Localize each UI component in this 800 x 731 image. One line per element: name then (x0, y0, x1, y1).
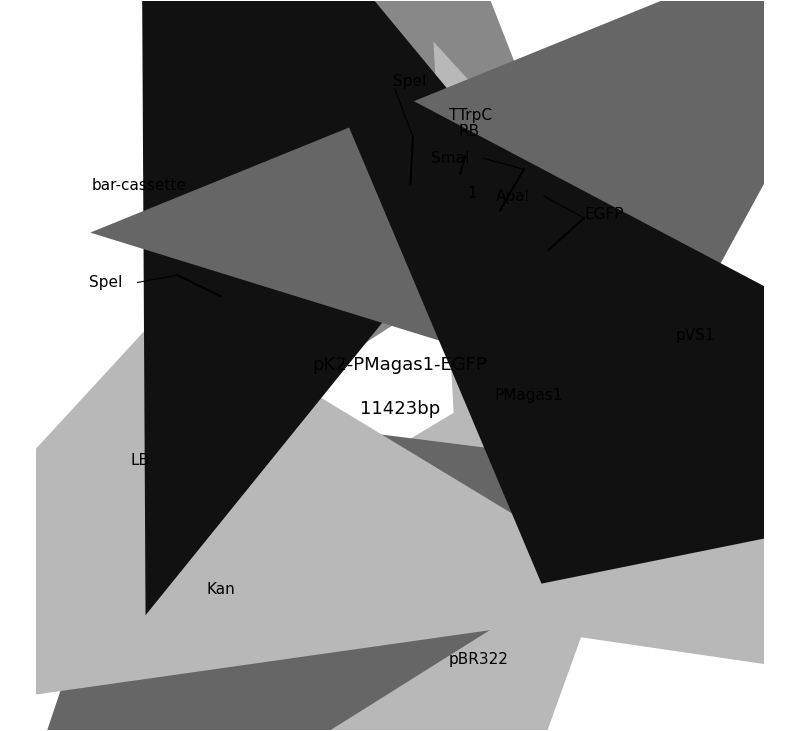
Text: pBR322: pBR322 (449, 652, 509, 667)
Polygon shape (90, 0, 800, 404)
Text: pK2-PMagas1-EGFP: pK2-PMagas1-EGFP (313, 357, 487, 374)
Polygon shape (0, 406, 731, 731)
Text: 1: 1 (467, 186, 477, 201)
Polygon shape (434, 42, 800, 704)
Text: 11423bp: 11423bp (360, 400, 440, 418)
Text: Kan: Kan (206, 583, 235, 597)
Polygon shape (85, 0, 572, 523)
Text: PMagas1: PMagas1 (495, 387, 563, 403)
Text: SmaI: SmaI (430, 151, 469, 166)
Text: bar-cassette: bar-cassette (92, 178, 187, 192)
Text: ApaI: ApaI (495, 189, 530, 204)
Polygon shape (222, 254, 719, 731)
Text: RB: RB (458, 124, 479, 140)
Text: SpeI: SpeI (90, 275, 123, 290)
Polygon shape (141, 0, 510, 616)
Text: LB: LB (130, 453, 150, 468)
Text: TTrpC: TTrpC (450, 107, 493, 123)
Polygon shape (0, 305, 664, 731)
Text: EGFP: EGFP (585, 208, 624, 222)
Text: SpeI: SpeI (393, 74, 426, 89)
Polygon shape (316, 50, 800, 583)
Text: pVS1: pVS1 (676, 327, 716, 343)
